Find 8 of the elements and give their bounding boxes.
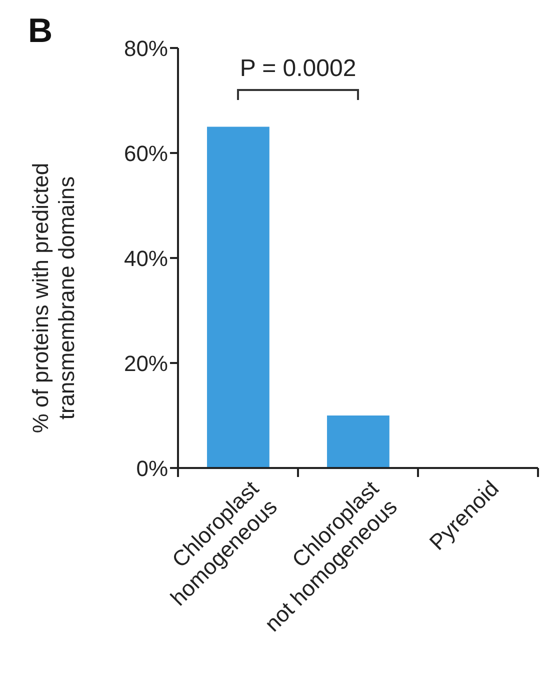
y-axis-title: % of proteins with predicted transmembrane domains — [28, 162, 79, 434]
annotation: P = 0.0002 — [240, 55, 356, 82]
y-tick-label: 20% — [124, 350, 168, 376]
y-tick-label: 60% — [124, 140, 168, 166]
y-tick-label: 80% — [124, 36, 168, 61]
chart-title: B — [28, 12, 53, 50]
y-tick-label: 40% — [124, 246, 168, 271]
y-tick-label: 0% — [136, 456, 168, 481]
